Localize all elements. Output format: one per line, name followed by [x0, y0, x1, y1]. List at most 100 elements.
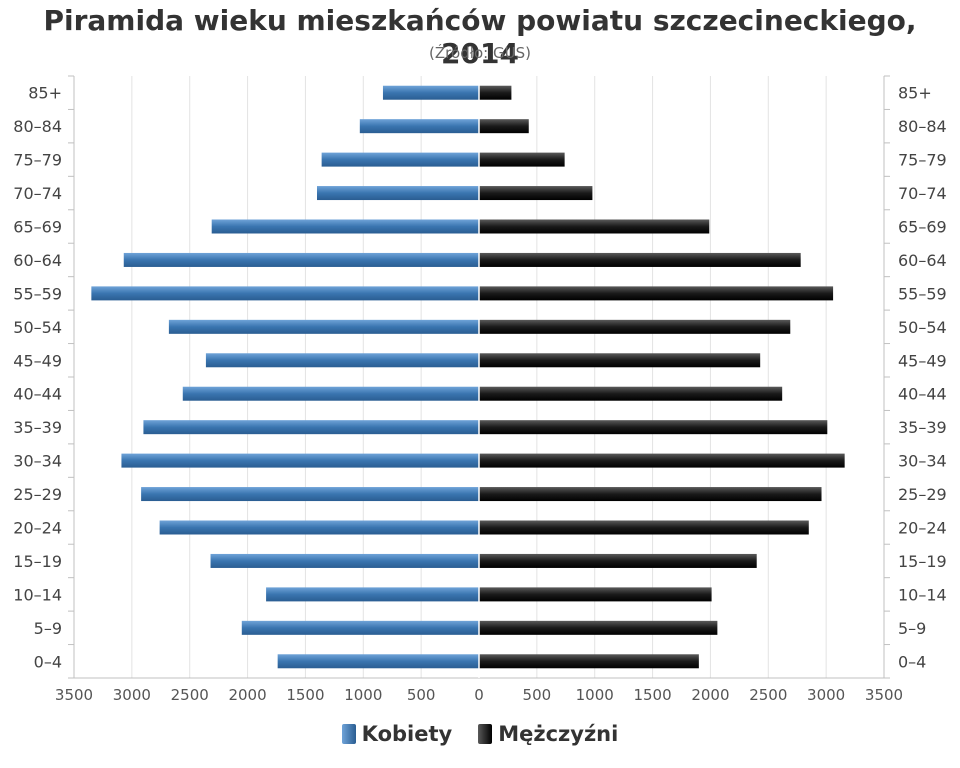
x-tick-label: 0: [474, 686, 484, 704]
bar-kobiety: [382, 85, 479, 100]
x-tick-label: 1500: [286, 686, 324, 704]
y-category-label-right: 60–64: [898, 251, 947, 270]
labels-group: 3500 3000 2500 2000 1500 1000 500 0 500 1000 1500 2…: [13, 84, 946, 704]
bar-mezczyzni: [479, 487, 822, 502]
bar-mezczyzni: [479, 186, 593, 201]
bar-mezczyzni: [479, 319, 791, 334]
y-category-label-right: 40–44: [898, 385, 947, 404]
chart-subtitle: (Źródło: GUS): [429, 44, 531, 62]
bar-kobiety: [317, 186, 479, 201]
x-tick-label: 1000: [576, 686, 614, 704]
x-tick-label: 2500: [171, 686, 209, 704]
y-category-label-left: 45–49: [13, 351, 62, 370]
y-category-label-left: 40–44: [13, 385, 62, 404]
y-category-label-left: 55–59: [13, 284, 62, 303]
bar-mezczyzni: [479, 620, 718, 635]
bar-kobiety: [91, 286, 479, 301]
legend-label-kobiety: Kobiety: [361, 722, 453, 746]
y-category-label-right: 0–4: [898, 652, 926, 671]
grid-lines: [68, 75, 890, 679]
bar-kobiety: [123, 252, 479, 267]
y-category-label-right: 55–59: [898, 284, 947, 303]
x-tick-label: 2500: [749, 686, 787, 704]
y-category-label-left: 5–9: [34, 619, 62, 638]
x-tick-label: 1000: [344, 686, 382, 704]
bar-mezczyzni: [479, 353, 761, 368]
y-category-label-left: 70–74: [13, 184, 62, 203]
y-category-label-left: 85+: [28, 84, 62, 103]
bar-mezczyzni: [479, 152, 565, 167]
y-category-label-right: 50–54: [898, 318, 947, 337]
y-category-label-right: 35–39: [898, 418, 947, 437]
legend-item-mezczyzni[interactable]: Mężczyźni: [478, 722, 618, 746]
y-category-label-left: 80–84: [13, 117, 62, 136]
x-tick-label: 3000: [807, 686, 845, 704]
y-category-label-left: 0–4: [34, 652, 62, 671]
bar-mezczyzni: [479, 219, 710, 234]
y-category-label-left: 10–14: [13, 585, 62, 604]
bar-kobiety: [277, 654, 479, 669]
bar-kobiety: [359, 119, 479, 134]
y-category-label-left: 50–54: [13, 318, 62, 337]
legend-item-kobiety[interactable]: Kobiety: [341, 722, 453, 746]
legend-swatch-mezczyzni: [478, 724, 493, 744]
y-category-label-right: 10–14: [898, 585, 947, 604]
y-category-label-right: 5–9: [898, 619, 926, 638]
bar-kobiety: [211, 219, 479, 234]
legend-label-mezczyzni: Mężczyźni: [498, 722, 619, 746]
x-tick-label: 500: [407, 686, 436, 704]
x-tick-label: 1500: [633, 686, 671, 704]
bar-mezczyzni: [479, 654, 699, 669]
bar-kobiety: [141, 487, 479, 502]
y-category-label-left: 75–79: [13, 151, 62, 170]
y-category-label-right: 20–24: [898, 519, 947, 538]
bar-mezczyzni: [479, 553, 757, 568]
bar-kobiety: [121, 453, 479, 468]
x-tick-label: 2000: [228, 686, 266, 704]
y-category-label-right: 30–34: [898, 452, 947, 471]
bar-kobiety: [266, 587, 479, 602]
y-category-label-left: 25–29: [13, 485, 62, 504]
y-category-label-right: 25–29: [898, 485, 947, 504]
bar-mezczyzni: [479, 286, 834, 301]
y-category-label-right: 85+: [898, 84, 932, 103]
bar-kobiety: [210, 553, 480, 568]
pyramid-chart: 3500 3000 2500 2000 1500 1000 500 0 500 1000 1500 2…: [13, 75, 947, 704]
y-category-label-right: 45–49: [898, 351, 947, 370]
legend-swatch-kobiety: [341, 724, 356, 744]
y-category-label-left: 15–19: [13, 552, 62, 571]
bar-mezczyzni: [479, 252, 801, 267]
bar-mezczyzni: [479, 520, 809, 535]
y-category-label-right: 75–79: [898, 151, 947, 170]
bar-mezczyzni: [479, 453, 845, 468]
chart-title: Piramida wieku mieszkańców powiatu szcze…: [43, 4, 917, 70]
legend: Kobiety Mężczyźni: [0, 722, 960, 746]
y-category-label-left: 60–64: [13, 251, 62, 270]
y-category-label-right: 70–74: [898, 184, 947, 203]
bar-kobiety: [241, 620, 479, 635]
y-category-label-left: 35–39: [13, 418, 62, 437]
bar-kobiety: [159, 520, 479, 535]
y-category-label-left: 65–69: [13, 218, 62, 237]
bar-kobiety: [321, 152, 479, 167]
bars-group: [91, 76, 845, 678]
bar-mezczyzni: [479, 587, 712, 602]
bar-mezczyzni: [479, 119, 529, 134]
bar-kobiety: [205, 353, 479, 368]
x-tick-label: 2000: [691, 686, 729, 704]
bar-kobiety: [143, 420, 479, 435]
y-category-label-right: 80–84: [898, 117, 947, 136]
x-tick-label: 3500: [55, 686, 93, 704]
y-category-label-left: 30–34: [13, 452, 62, 471]
y-category-label-left: 20–24: [13, 519, 62, 538]
x-tick-label: 3500: [865, 686, 903, 704]
bar-kobiety: [182, 386, 479, 401]
x-tick-label: 3000: [113, 686, 151, 704]
y-category-label-right: 65–69: [898, 218, 947, 237]
bar-mezczyzni: [479, 420, 828, 435]
y-category-label-right: 15–19: [898, 552, 947, 571]
bar-mezczyzni: [479, 386, 783, 401]
bar-mezczyzni: [479, 85, 512, 100]
x-tick-label: 500: [523, 686, 552, 704]
bar-kobiety: [168, 319, 479, 334]
